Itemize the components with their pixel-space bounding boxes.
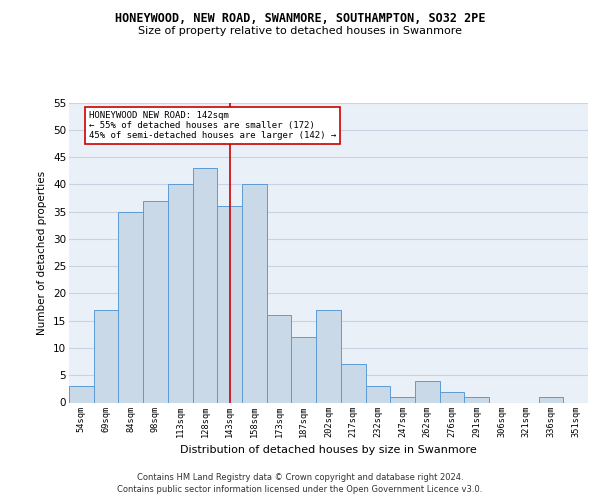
Bar	[341, 364, 365, 403]
Bar	[94, 310, 118, 402]
Text: HONEYWOOD NEW ROAD: 142sqm
← 55% of detached houses are smaller (172)
45% of sem: HONEYWOOD NEW ROAD: 142sqm ← 55% of deta…	[89, 110, 336, 140]
Bar	[143, 200, 168, 402]
Bar	[415, 380, 440, 402]
Text: HONEYWOOD, NEW ROAD, SWANMORE, SOUTHAMPTON, SO32 2PE: HONEYWOOD, NEW ROAD, SWANMORE, SOUTHAMPT…	[115, 12, 485, 26]
Bar	[217, 206, 242, 402]
Bar	[316, 310, 341, 402]
Bar	[464, 397, 489, 402]
Text: Size of property relative to detached houses in Swanmore: Size of property relative to detached ho…	[138, 26, 462, 36]
Bar	[390, 397, 415, 402]
Bar	[193, 168, 217, 402]
Y-axis label: Number of detached properties: Number of detached properties	[37, 170, 47, 334]
Bar	[440, 392, 464, 402]
Bar	[539, 397, 563, 402]
Bar	[292, 337, 316, 402]
Bar	[69, 386, 94, 402]
Bar	[168, 184, 193, 402]
Text: Contains HM Land Registry data © Crown copyright and database right 2024.
Contai: Contains HM Land Registry data © Crown c…	[118, 472, 482, 494]
X-axis label: Distribution of detached houses by size in Swanmore: Distribution of detached houses by size …	[180, 445, 477, 455]
Bar	[365, 386, 390, 402]
Bar	[118, 212, 143, 402]
Bar	[242, 184, 267, 402]
Bar	[267, 315, 292, 402]
